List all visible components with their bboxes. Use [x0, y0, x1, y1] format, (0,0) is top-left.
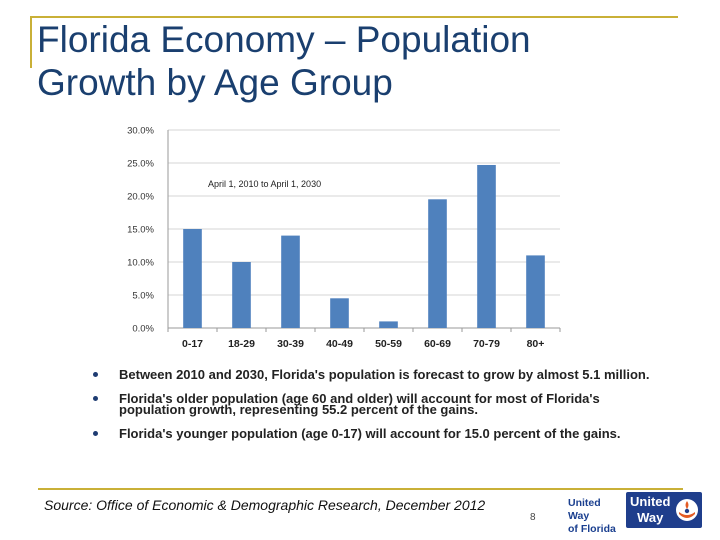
united-way-logo-badge: United Way: [626, 492, 702, 528]
title-top-rule: [30, 16, 678, 18]
bullet-item-3: Florida's younger population (age 0-17) …: [90, 425, 650, 441]
bullet-item-1: Between 2010 and 2030, Florida's populat…: [90, 367, 650, 382]
y-tick-label-2: 10.0%: [127, 258, 154, 269]
source-citation: Source: Office of Economic & Demographic…: [44, 497, 486, 513]
bullet-dot-icon: [93, 372, 98, 377]
title-line-1: Florida Economy – Population: [37, 19, 531, 60]
logo-badge-line-1: United: [630, 494, 671, 509]
logo-badge-text: United Way: [630, 494, 670, 526]
helping-hand-emblem-icon: [676, 499, 698, 521]
x-tick-label-18-29: 18-29: [228, 338, 255, 350]
bar-30-39: [281, 235, 300, 328]
united-way-of-florida-wordmark: United Way of Florida: [568, 497, 624, 536]
bar-70-79: [477, 164, 496, 328]
bar-50-59: [379, 321, 398, 328]
chart-annotation: April 1, 2010 to April 1, 2030: [208, 179, 321, 189]
y-tick-label-5: 25.0%: [127, 159, 154, 170]
bar-80+: [526, 255, 545, 328]
title-left-rule: [30, 16, 32, 68]
x-tick-label-60-69: 60-69: [424, 338, 451, 350]
bullet-dot-icon: [93, 395, 98, 401]
x-tick-label-50-59: 50-59: [375, 338, 402, 350]
x-tick-label-40-49: 40-49: [326, 338, 353, 350]
y-tick-label-6: 30.0%: [127, 126, 154, 137]
x-tick-label-80+: 80+: [527, 338, 545, 350]
x-tick-label-0-17: 0-17: [182, 338, 203, 350]
x-tick-label-70-79: 70-79: [473, 338, 500, 350]
x-tick-label-30-39: 30-39: [277, 338, 304, 350]
bullet-text-3: Florida's younger population (age 0-17) …: [119, 425, 621, 441]
wordmark-line-1: United Way: [568, 497, 601, 522]
population-growth-bar-chart: 0.0% 5.0% 10.0% 15.0% 20.0% 25.0% 30.0% 0-17 18-…: [127, 126, 561, 350]
bar-40-49: [330, 298, 349, 328]
slide-title: Florida Economy – Population Growth by A…: [37, 18, 531, 104]
logo-badge-line-2: Way: [637, 510, 664, 525]
y-tick-label-4: 20.0%: [127, 192, 154, 203]
bar-18-29: [232, 262, 251, 328]
title-line-2: Growth by Age Group: [37, 62, 393, 103]
bar-60-69: [428, 199, 447, 328]
bullet-text-1: Between 2010 and 2030, Florida's populat…: [119, 367, 650, 382]
wordmark-line-2: of Florida: [568, 523, 616, 535]
bullet-text-2: Florida's older population (age 60 and o…: [119, 390, 600, 417]
bullet-item-2: Florida's older population (age 60 and o…: [90, 390, 650, 417]
bullet-list: Between 2010 and 2030, Florida's populat…: [90, 367, 650, 451]
footer-rule: [38, 488, 683, 490]
bar-0-17: [183, 229, 202, 328]
y-tick-label-0: 0.0%: [132, 324, 154, 335]
bullet-dot-icon: [93, 430, 98, 436]
y-tick-label-1: 5.0%: [132, 291, 154, 302]
page-number: 8: [530, 512, 536, 523]
y-tick-label-3: 15.0%: [127, 225, 154, 236]
